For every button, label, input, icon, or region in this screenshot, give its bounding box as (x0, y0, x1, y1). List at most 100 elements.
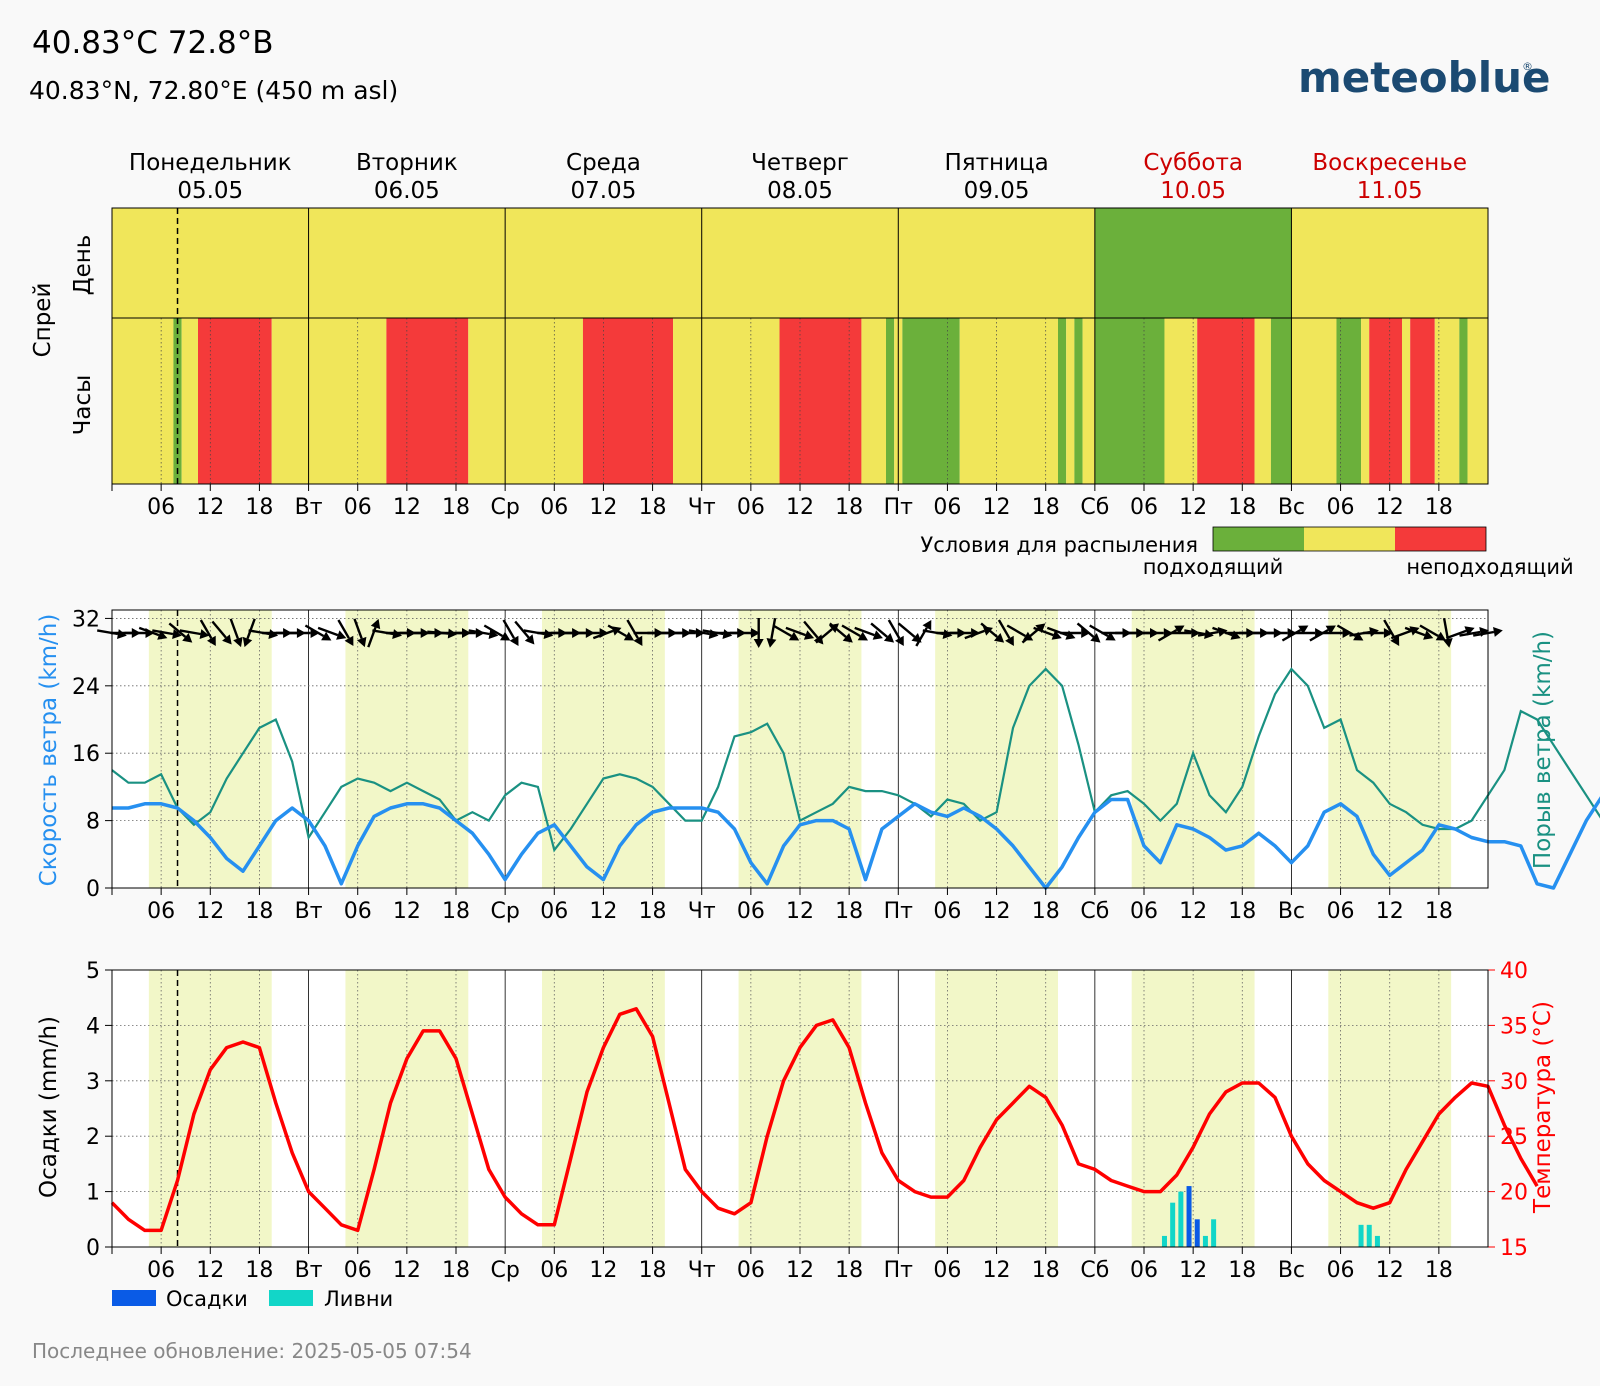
wind-speed-axis-label: Скорость ветра (km/h) (36, 614, 62, 887)
arrow-head (1081, 628, 1091, 638)
wind-direction-arrow (1033, 626, 1062, 640)
hour-tick-label: 12 (786, 495, 814, 520)
arrow-shaft (514, 620, 530, 639)
day-short-label: Вс (1278, 899, 1305, 924)
arrow-head (1174, 625, 1185, 635)
day-short-label: Сб (1080, 899, 1109, 924)
hour-tick-label: 12 (589, 495, 617, 520)
legend-swatch-showers (269, 1290, 313, 1306)
spray-hour-segment (1094, 318, 1165, 484)
spray-hour-segment (468, 318, 506, 484)
wind-speed-line (112, 796, 1600, 890)
arrow-head (1325, 625, 1336, 635)
wind-gust-line (111, 667, 1600, 853)
spray-day-cell (898, 208, 1095, 318)
spray-hour-segment (1361, 318, 1370, 484)
hour-tick-label: 12 (1179, 495, 1207, 520)
daylight-band (738, 610, 862, 888)
spray-hour-segment (1369, 318, 1402, 484)
wind-direction-arrow (1472, 627, 1503, 637)
hour-tick-label: 18 (1425, 899, 1453, 924)
spray-hour-segment (386, 318, 469, 484)
hour-tick-label: 18 (1228, 899, 1256, 924)
spray-day-cell (112, 208, 309, 318)
arrow-head (344, 635, 354, 646)
arrow-head (1464, 626, 1475, 636)
arrow-shaft (829, 622, 847, 638)
arrow-head (1423, 630, 1434, 640)
hour-tick-label: 06 (933, 1258, 961, 1283)
arrow-shaft (815, 628, 833, 644)
daylight-band (1131, 970, 1255, 1247)
arrow-head (524, 634, 535, 645)
precip-bar (1186, 1186, 1192, 1247)
arrow-shaft (353, 618, 363, 640)
hour-tick-label: 06 (737, 1258, 765, 1283)
spray-hour-segment (1164, 318, 1198, 484)
arrow-head (1493, 627, 1503, 637)
legend-label-showers: Ливни (324, 1287, 393, 1311)
meteoblue-logo[interactable]: meteoblue ® (1298, 53, 1551, 102)
daylight-band (148, 610, 272, 888)
arrow-shaft (897, 622, 916, 638)
arrow-head (370, 618, 381, 630)
wind-direction-arrow (229, 618, 243, 648)
shower-bar (1178, 1191, 1184, 1247)
spray-axis-label: Спрей (30, 283, 56, 358)
arrow-head (242, 636, 253, 648)
wind-direction-arrow (152, 629, 182, 639)
arrow-shaft (785, 626, 807, 637)
arrow-shaft (337, 619, 350, 639)
day-date: 05.05 (177, 178, 243, 204)
wind-direction-arrow (607, 624, 635, 641)
spray-hour-segment (1058, 318, 1067, 484)
location-title: 40.83°C 72.8°B (32, 25, 274, 61)
precip-bar (1194, 1219, 1200, 1247)
daylight-band (738, 970, 862, 1247)
spray-hour-segment (1074, 318, 1083, 484)
arrow-head (788, 631, 800, 641)
arrow-head (1435, 631, 1446, 641)
day-date: 09.05 (964, 178, 1030, 204)
day-short-label: Вт (295, 899, 323, 924)
day-short-label: Вт (295, 1258, 323, 1283)
arrow-shaft (770, 617, 777, 640)
wind-gust-axis-label: Порыв ветра (km/h) (1530, 631, 1556, 869)
arrow-shaft (1076, 622, 1095, 638)
arrow-shaft (1383, 619, 1396, 639)
hour-tick-label: 18 (442, 495, 470, 520)
spray-legend-frame (1212, 526, 1487, 552)
arrow-shaft (1445, 629, 1467, 640)
arrow-head (753, 639, 764, 648)
shower-bar (1202, 1235, 1208, 1247)
day-short-label: Ср (490, 899, 519, 924)
spray-hour-segment (1197, 318, 1255, 484)
legend-label-precip: Осадки (166, 1287, 248, 1311)
meteoblue-logo-text: meteoblue (1298, 53, 1551, 102)
wind-direction-arrow (353, 618, 367, 648)
shower-bar (1358, 1224, 1364, 1247)
hour-tick-label: 06 (737, 495, 765, 520)
wind-direction-arrow (1445, 626, 1475, 640)
spray-legend-swatch-moderate (1304, 527, 1395, 551)
precip-y-tick-label: 5 (86, 959, 100, 984)
wind-direction-arrow (1281, 625, 1309, 642)
wind-direction-arrow (199, 619, 216, 646)
wind-direction-arrow (502, 619, 519, 646)
arrow-shaft (1419, 624, 1439, 638)
arrow-shaft (1472, 630, 1495, 637)
legend-label-suitable: подходящий (1143, 555, 1284, 579)
spray-hour-segment (1066, 318, 1075, 484)
arrow-head (157, 630, 168, 640)
arrow-head (357, 636, 367, 648)
wind-direction-arrow (1076, 622, 1101, 643)
arrow-shaft (1390, 629, 1412, 640)
hour-tick-label: 06 (1130, 1258, 1158, 1283)
wind-direction-arrow (168, 622, 193, 643)
hour-tick-label: 12 (786, 1258, 814, 1283)
hour-tick-label: 12 (196, 495, 224, 520)
daylight-band (935, 970, 1058, 1247)
day-short-label: Пт (884, 495, 914, 520)
arrow-shaft (138, 626, 160, 637)
hour-tick-label: 06 (344, 495, 372, 520)
